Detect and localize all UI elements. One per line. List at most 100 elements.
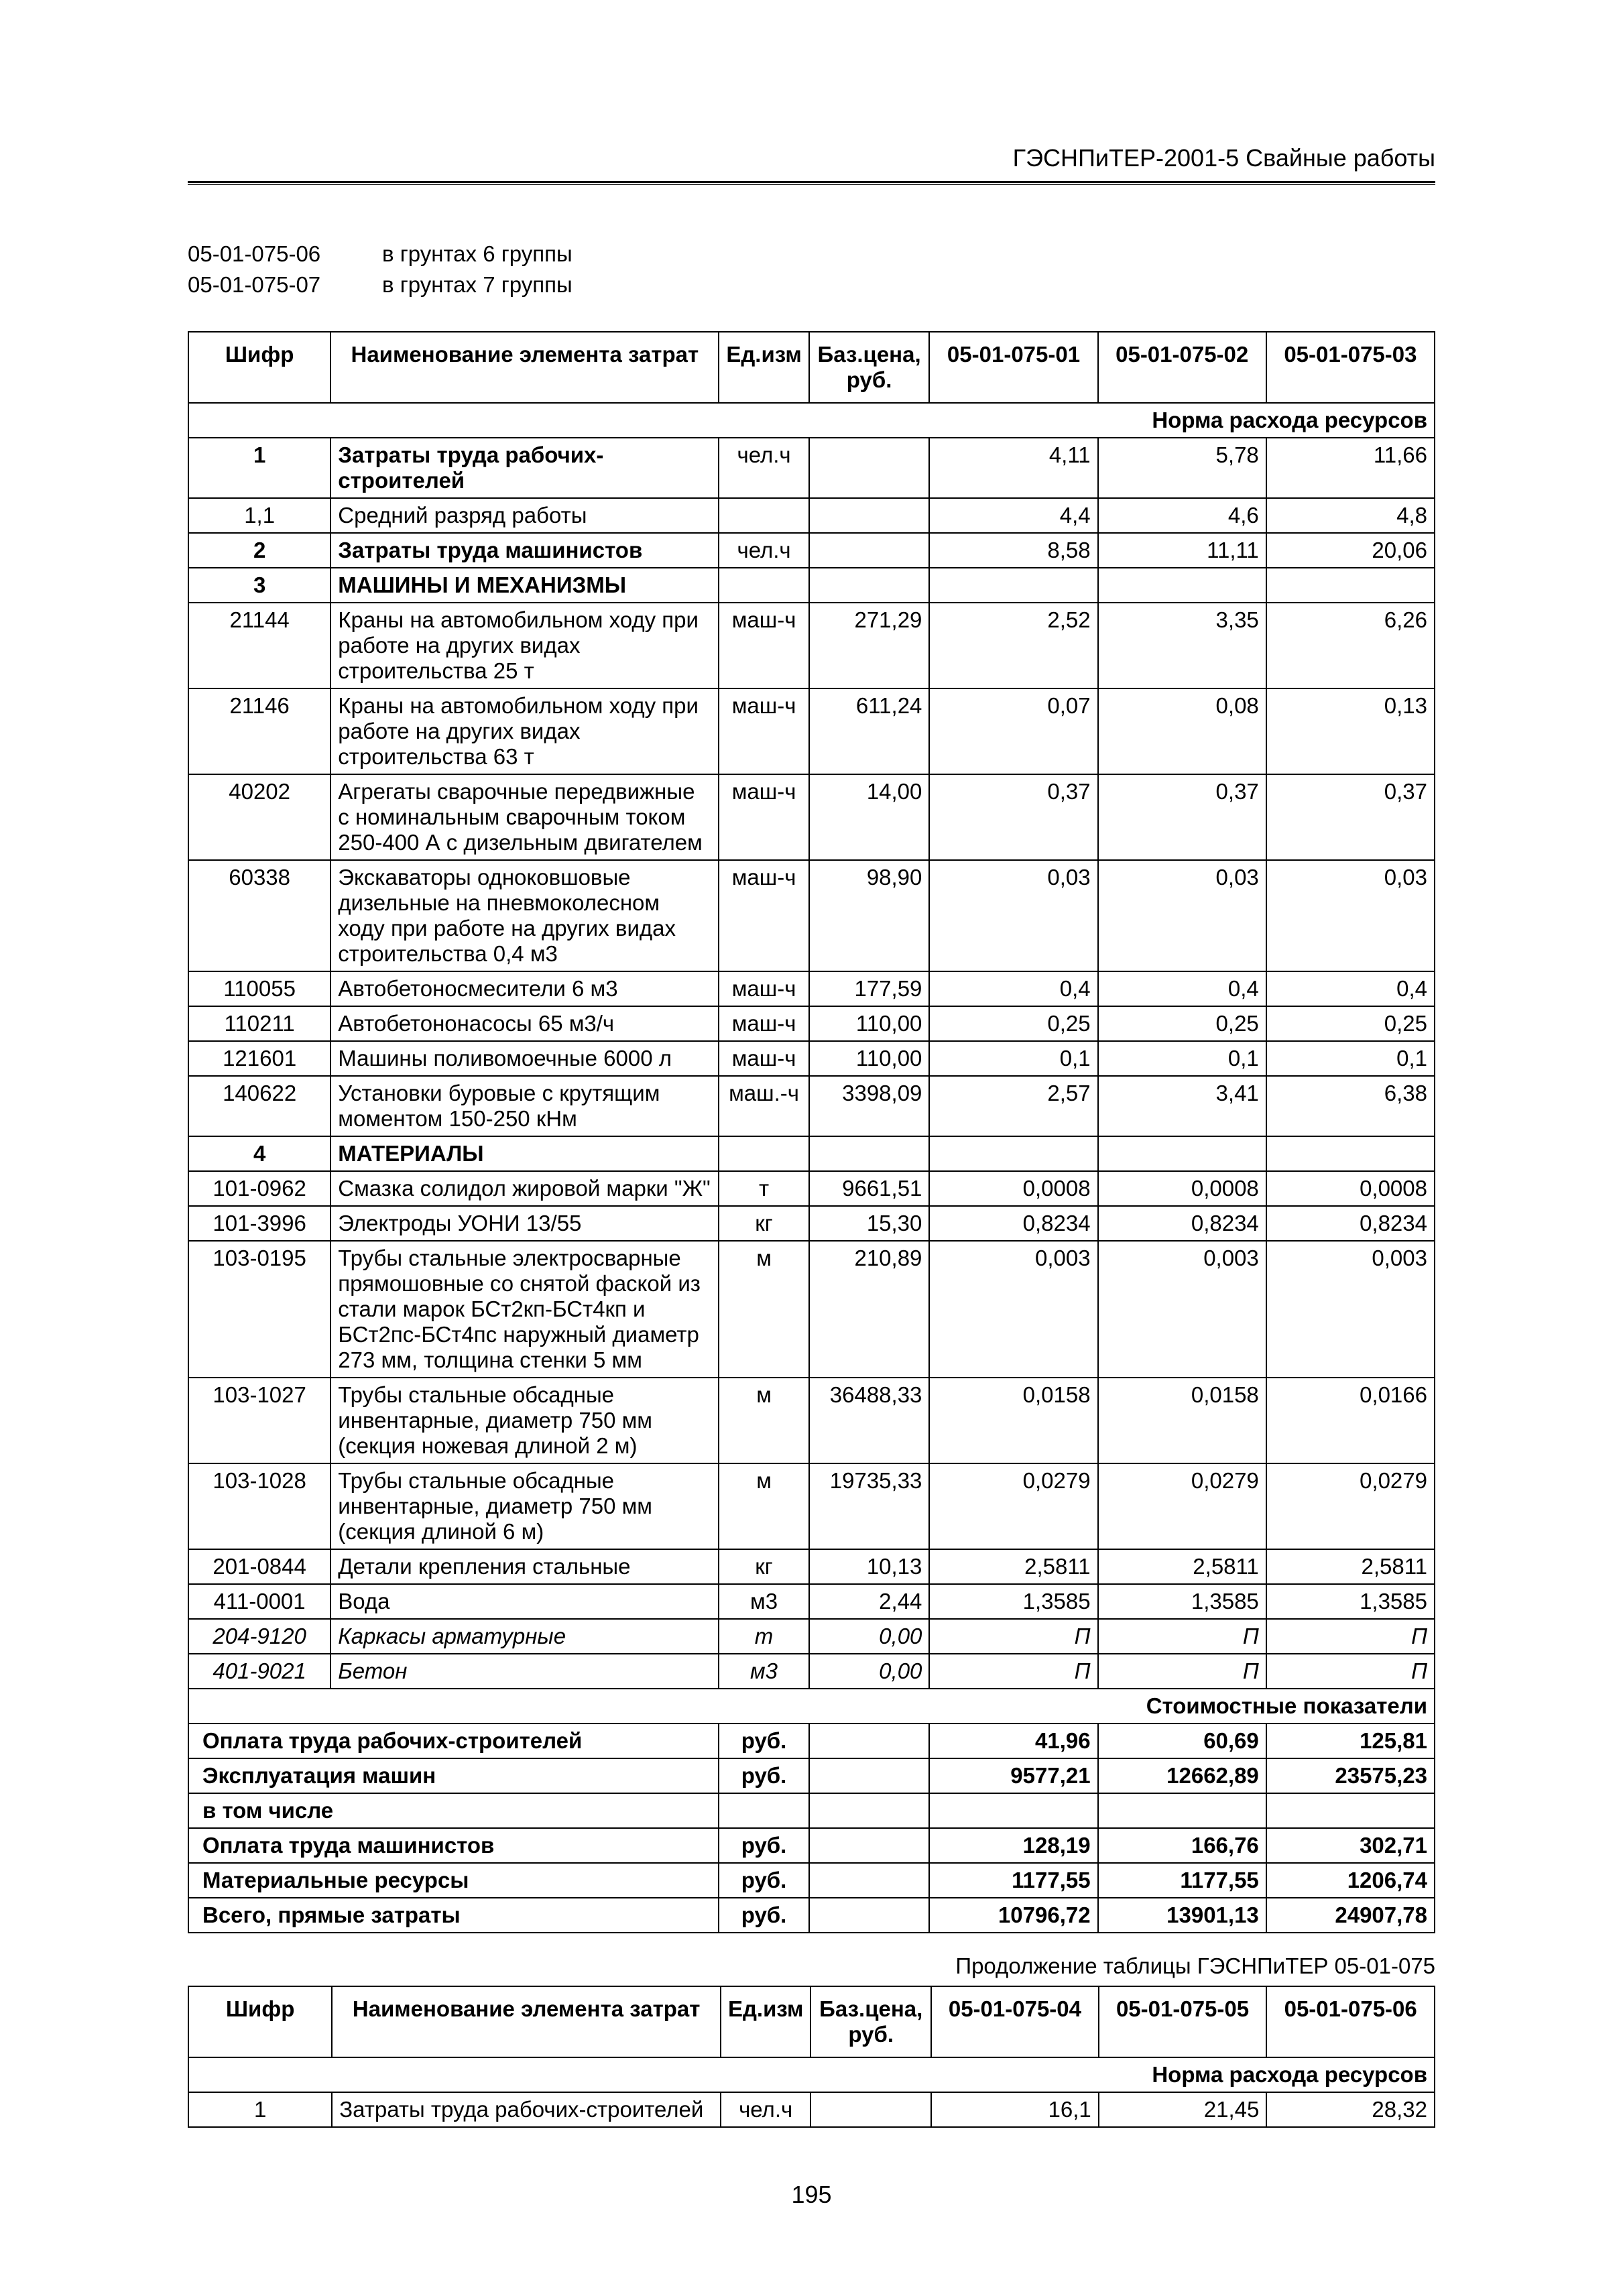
cell-unit: т [719, 1619, 808, 1654]
cell-v1: 0,03 [929, 860, 1097, 971]
cell-price [810, 2092, 931, 2127]
cell-unit: маш-ч [719, 971, 808, 1006]
cost-v1: 1177,55 [929, 1863, 1097, 1898]
cost-row: Эксплуатация машинруб.9577,2112662,89235… [188, 1758, 1435, 1793]
cell-v3: П [1266, 1619, 1435, 1654]
cell-v1: 0,0279 [929, 1463, 1097, 1549]
cell-v3: 0,25 [1266, 1006, 1435, 1041]
cell-v1 [929, 568, 1097, 603]
cell-name: Трубы стальные обсадные инвентарные, диа… [330, 1463, 719, 1549]
table-header-row: Шифр Наименование элемента затрат Ед.изм… [188, 1986, 1435, 2057]
cell-name: Трубы стальные электросварные прямошовны… [330, 1241, 719, 1378]
cell-unit: маш-ч [719, 774, 808, 860]
cell-unit: м [719, 1241, 808, 1378]
cell-v2: П [1098, 1619, 1266, 1654]
cost-v2: 12662,89 [1098, 1758, 1266, 1793]
cost-row: Оплата труда машинистовруб.128,19166,763… [188, 1828, 1435, 1863]
table-row: 3МАШИНЫ И МЕХАНИЗМЫ [188, 568, 1435, 603]
cell-v1: П [929, 1619, 1097, 1654]
cell-price [809, 533, 930, 568]
cell-price: 19735,33 [809, 1463, 930, 1549]
cost-unit: руб. [719, 1863, 808, 1898]
cell-price: 98,90 [809, 860, 930, 971]
cell-unit: кг [719, 1549, 808, 1584]
cell-shifr: 4 [188, 1136, 330, 1171]
table-row: 1Затраты труда рабочих-строителейчел.ч4,… [188, 438, 1435, 498]
cost-price [809, 1898, 930, 1933]
section-norm-row: Норма расхода ресурсов [188, 403, 1435, 438]
cell-price: 177,59 [809, 971, 930, 1006]
cost-name: в том числе [188, 1793, 719, 1828]
cell-v2: 5,78 [1098, 438, 1266, 498]
cell-shifr: 3 [188, 568, 330, 603]
cell-v2: П [1098, 1654, 1266, 1689]
cost-price [809, 1793, 930, 1828]
cost-unit: руб. [719, 1898, 808, 1933]
cell-shifr: 411-0001 [188, 1584, 330, 1619]
cost-v2: 13901,13 [1098, 1898, 1266, 1933]
cell-v1: 0,003 [929, 1241, 1097, 1378]
cell-v1: 8,58 [929, 533, 1097, 568]
table-row: 101-3996Электроды УОНИ 13/55кг15,300,823… [188, 1206, 1435, 1241]
cell-unit: кг [719, 1206, 808, 1241]
cell-shifr: 401-9021 [188, 1654, 330, 1689]
cell-v3: 0,1 [1266, 1041, 1435, 1076]
cell-unit: чел.ч [719, 438, 808, 498]
section-norm-row: Норма расхода ресурсов [188, 2057, 1435, 2092]
cell-shifr: 201-0844 [188, 1549, 330, 1584]
cell-unit: маш-ч [719, 1006, 808, 1041]
cell-shifr: 103-0195 [188, 1241, 330, 1378]
table-row: 110055Автобетоносмесители 6 м3маш-ч177,5… [188, 971, 1435, 1006]
cost-unit: руб. [719, 1828, 808, 1863]
cell-v2: 0,0158 [1098, 1378, 1266, 1463]
cost-v2: 166,76 [1098, 1828, 1266, 1863]
table-row: 110211Автобетононасосы 65 м3/чмаш-ч110,0… [188, 1006, 1435, 1041]
th-c2: 05-01-075-02 [1098, 332, 1266, 403]
header-rule [188, 181, 1435, 185]
cost-v3: 23575,23 [1266, 1758, 1435, 1793]
cell-unit: маш-ч [719, 603, 808, 688]
cell-v3: 6,38 [1266, 1076, 1435, 1136]
cell-v2: 3,41 [1098, 1076, 1266, 1136]
cell-shifr: 101-3996 [188, 1206, 330, 1241]
intro-text: в грунтах 7 группы [382, 272, 573, 298]
section-cost-label: Стоимостные показатели [188, 1689, 1435, 1724]
table-row: 103-0195Трубы стальные электросварные пр… [188, 1241, 1435, 1378]
cell-name: Машины поливомоечные 6000 л [330, 1041, 719, 1076]
cell-unit: м3 [719, 1584, 808, 1619]
cell-v3: 28,32 [1266, 2092, 1435, 2127]
cell-v3: 6,26 [1266, 603, 1435, 688]
cell-name: МАШИНЫ И МЕХАНИЗМЫ [330, 568, 719, 603]
cost-v1: 10796,72 [929, 1898, 1097, 1933]
cell-name: МАТЕРИАЛЫ [330, 1136, 719, 1171]
cell-name: Затраты труда рабочих-строителей [330, 438, 719, 498]
continuation-label: Продолжение таблицы ГЭСНПиТЕР 05-01-075 [188, 1953, 1435, 1979]
cell-shifr: 1 [188, 438, 330, 498]
cell-v3: 0,13 [1266, 688, 1435, 774]
cell-v2: 4,6 [1098, 498, 1266, 533]
cost-v2: 60,69 [1098, 1724, 1266, 1758]
table-row: 1Затраты труда рабочих-строителейчел.ч16… [188, 2092, 1435, 2127]
cell-name: Агрегаты сварочные передвижные с номинал… [330, 774, 719, 860]
cell-v2: 0,1 [1098, 1041, 1266, 1076]
cost-v1: 128,19 [929, 1828, 1097, 1863]
cell-price: 10,13 [809, 1549, 930, 1584]
cell-v1: 16,1 [931, 2092, 1099, 2127]
cost-unit: руб. [719, 1724, 808, 1758]
cost-row: в том числе [188, 1793, 1435, 1828]
cell-v3: 1,3585 [1266, 1584, 1435, 1619]
cell-unit: маш-ч [719, 860, 808, 971]
cell-v2 [1098, 1136, 1266, 1171]
cell-shifr: 2 [188, 533, 330, 568]
cost-name: Оплата труда рабочих-строителей [188, 1724, 719, 1758]
cost-row: Оплата труда рабочих-строителейруб.41,96… [188, 1724, 1435, 1758]
th-shifr: Шифр [188, 1986, 332, 2057]
cost-name: Эксплуатация машин [188, 1758, 719, 1793]
cell-v3: 0,03 [1266, 860, 1435, 971]
intro-row: 05-01-075-06 в грунтах 6 группы [188, 241, 1435, 267]
cell-shifr: 121601 [188, 1041, 330, 1076]
cell-v2: 0,4 [1098, 971, 1266, 1006]
cell-price [809, 1136, 930, 1171]
cell-name: Каркасы арматурные [330, 1619, 719, 1654]
cell-v1: 0,1 [929, 1041, 1097, 1076]
